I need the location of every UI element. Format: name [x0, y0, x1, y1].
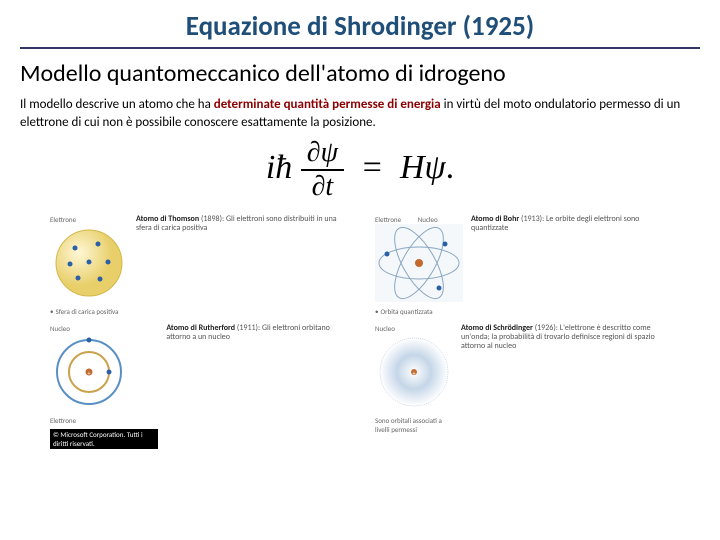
- slide-title: Equazione di Shrodinger (1925): [20, 10, 700, 49]
- body-emph: determinate quantità permesse di energia: [214, 97, 441, 112]
- body-pre: Il modello descrive un atomo che ha: [20, 97, 214, 112]
- rutherford-top-label: Nucleo: [50, 324, 158, 333]
- model-rutherford: Nucleo + Elettrone © Microsoft Corporati…: [50, 324, 345, 451]
- bohr-side-label: • Orbita quantizzata: [375, 307, 463, 316]
- svg-text:+: +: [88, 369, 91, 377]
- schrodinger-diagram: +: [375, 333, 453, 411]
- slide-subtitle: Modello quantomeccanico dell'atomo di id…: [20, 59, 700, 88]
- rutherford-year: (1911):: [237, 323, 260, 333]
- schrodinger-side-label: Sono orbitali associati a livelli permes…: [375, 416, 453, 434]
- svg-text:+: +: [413, 369, 416, 377]
- bohr-text: Atomo di Bohr (1913): Le orbite degli el…: [471, 215, 670, 233]
- atom-models-grid: Elettrone: [20, 215, 700, 451]
- thomson-top-label: Elettrone: [50, 215, 128, 224]
- bohr-top-labels: Elettrone Nucleo: [375, 215, 463, 224]
- eq-i: i: [266, 149, 275, 186]
- copyright-badge: © Microsoft Corporation. Tutti i diritti…: [50, 429, 158, 449]
- eq-denominator: ∂t: [301, 171, 344, 203]
- model-bohr: Elettrone Nucleo • Orbita quantizzata At…: [375, 215, 670, 316]
- eq-dot: .: [446, 149, 455, 186]
- rutherford-side-label: Elettrone: [50, 416, 158, 425]
- body-paragraph: Il modello descrive un atomo che ha dete…: [20, 96, 700, 131]
- eq-numerator: ∂ψ: [301, 137, 344, 171]
- schrodinger-top-label: Nucleo: [375, 324, 453, 333]
- rutherford-diagram: +: [50, 333, 128, 411]
- thomson-side-label: • Sfera di carica positiva: [50, 307, 128, 316]
- eq-equals: =: [361, 149, 384, 186]
- schrodinger-equation: iħ ∂ψ ∂t = Hψ.: [20, 137, 700, 203]
- bohr-year: (1913):: [521, 214, 544, 224]
- schrodinger-text: Atomo di Schrödinger (1926): L'elettrone…: [461, 324, 670, 352]
- eq-fraction: ∂ψ ∂t: [301, 137, 344, 203]
- thomson-diagram: [50, 224, 128, 302]
- thomson-text: Atomo di Thomson (1898): Gli elettroni s…: [136, 215, 345, 233]
- eq-hbar: ħ: [275, 149, 292, 186]
- model-thomson: Elettrone: [50, 215, 345, 316]
- eq-rhs: Hψ: [400, 149, 446, 186]
- rutherford-text: Atomo di Rutherford (1911): Gli elettron…: [166, 324, 345, 342]
- bohr-diagram: [375, 224, 463, 302]
- model-schrodinger: Nucleo + Sono orbitali associati a liv: [375, 324, 670, 451]
